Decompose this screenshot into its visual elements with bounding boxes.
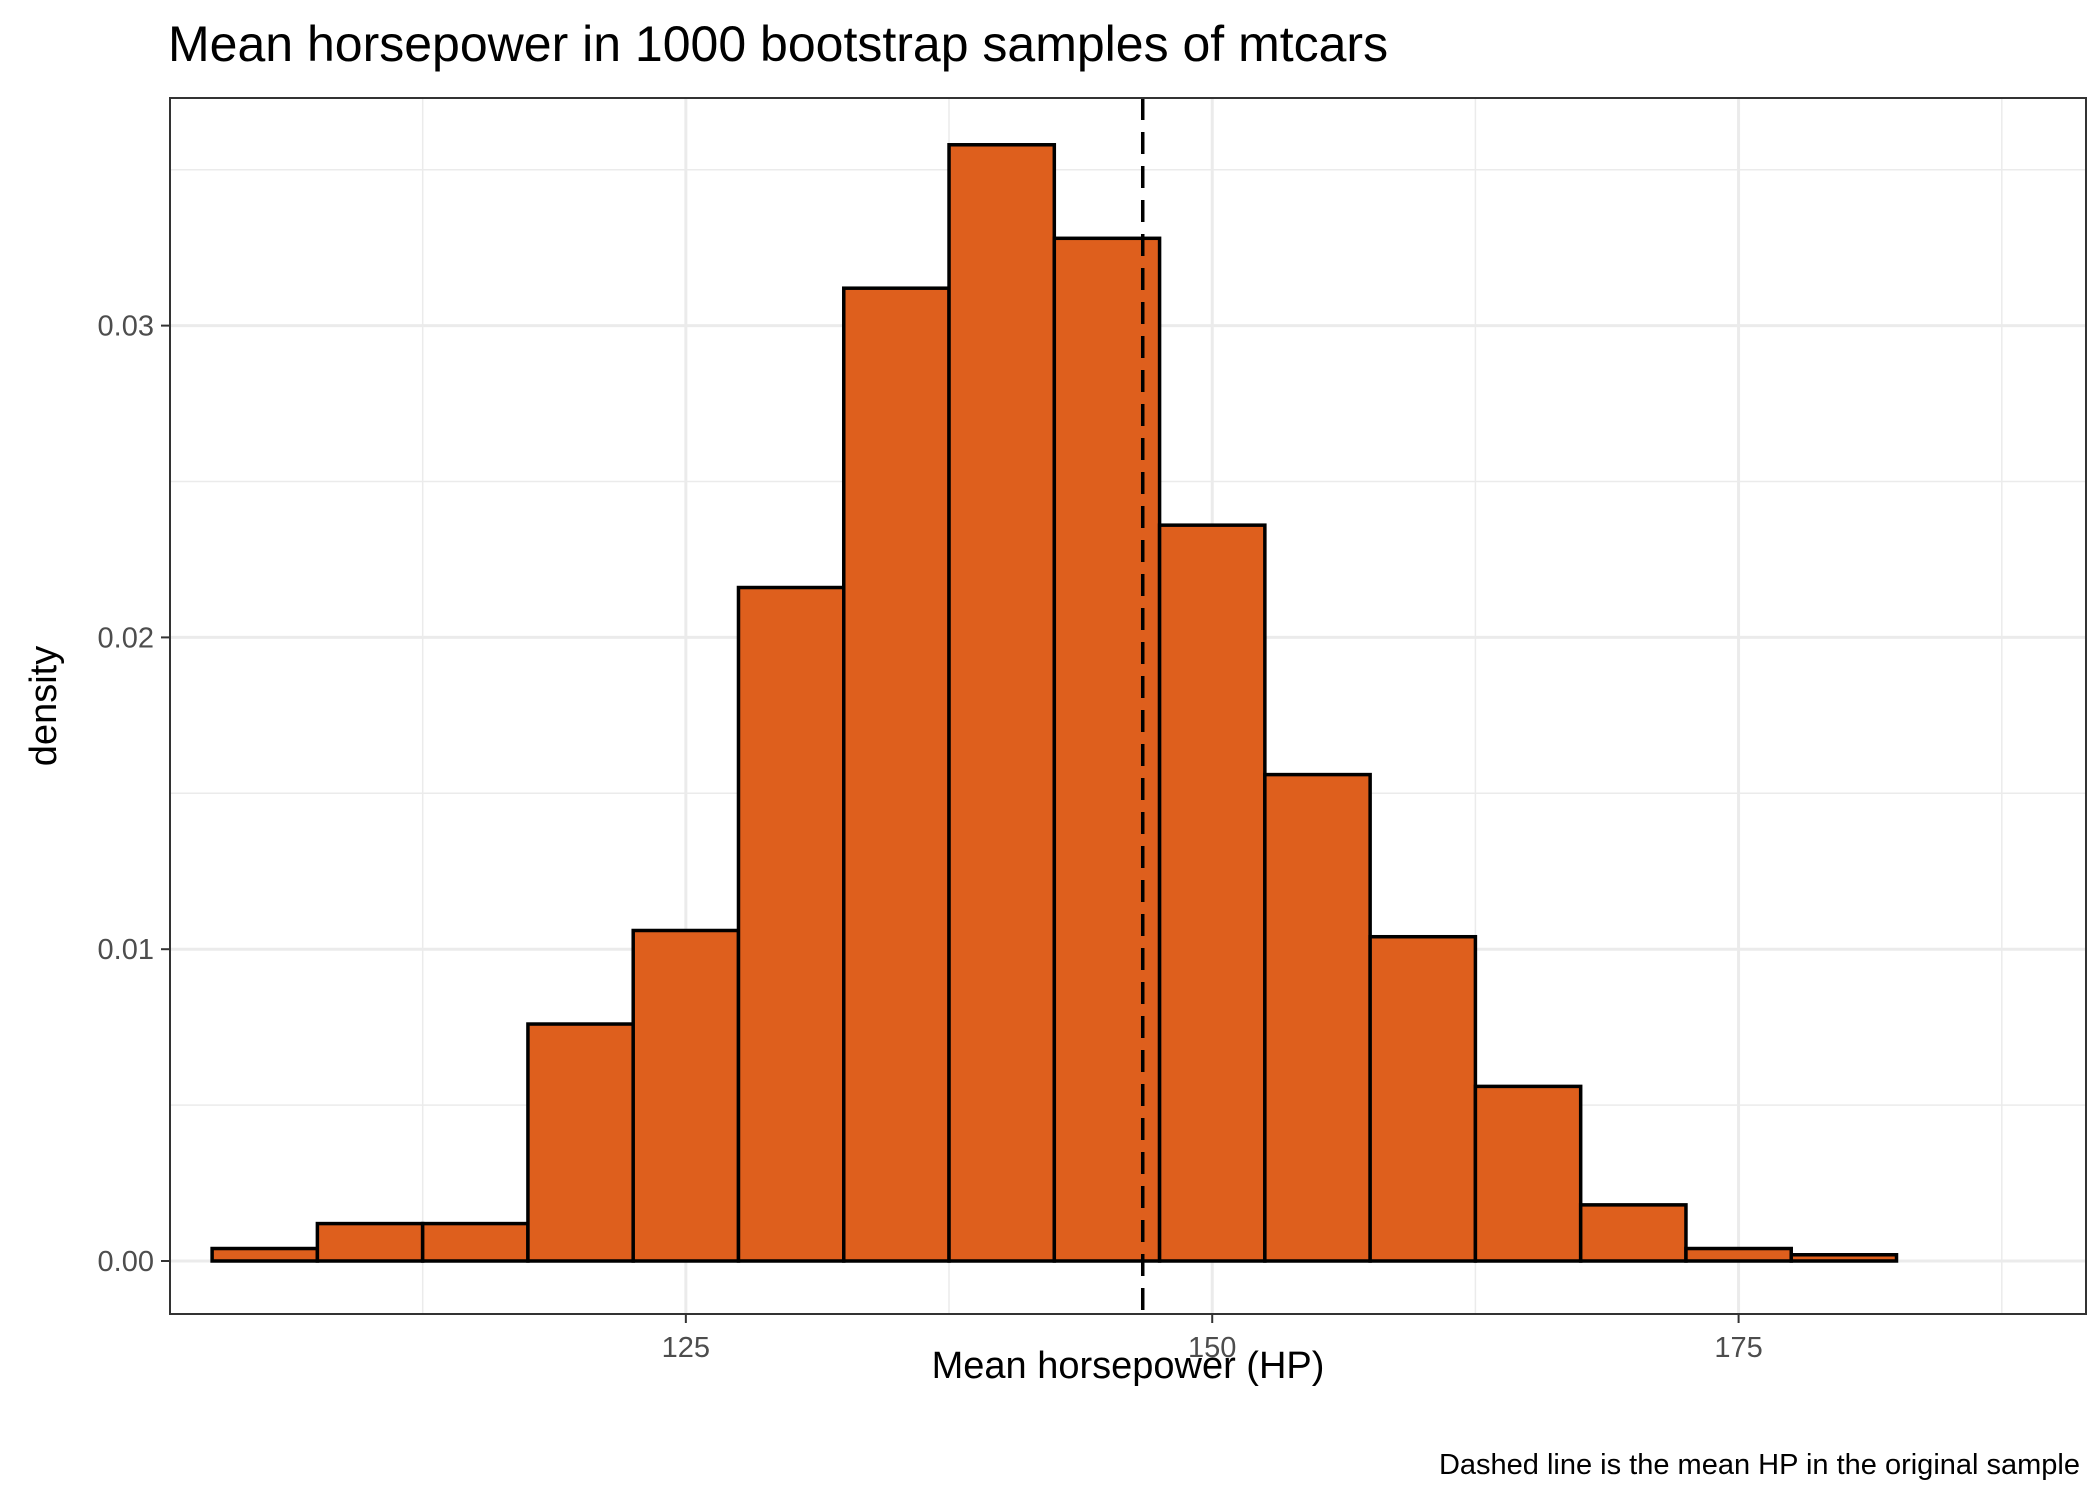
y-tick-label: 0.01 [98,934,154,966]
histogram-bar [842,286,951,1263]
y-tick-label: 0.02 [98,622,154,654]
histogram-bar [631,928,741,1263]
histogram-bar [1368,934,1478,1263]
x-axis-ticks: 125 150 175 [662,1314,1763,1364]
histogram-bar [1157,523,1267,1263]
histogram-bar [1263,772,1372,1263]
histogram-bar [1473,1084,1583,1263]
x-tick-label: 125 [662,1332,710,1364]
histogram-bar [526,1022,635,1263]
histogram-bar [420,1221,530,1263]
histogram-bar [1684,1246,1793,1263]
plot-panel-border [169,97,2087,1315]
chart-title: Mean horsepower in 1000 bootstrap sample… [168,16,1388,72]
histogram-bar [210,1246,320,1263]
y-tick-label: 0.00 [98,1246,154,1278]
x-axis-label: Mean horsepower (HP) [932,1345,1325,1387]
y-axis-ticks: 0.00 0.01 0.02 0.03 [98,311,170,1278]
y-axis-label: density [23,646,65,766]
histogram-bar [736,585,846,1263]
histogram-bar [1789,1253,1899,1263]
histogram-bar [315,1221,425,1263]
histogram-bars [210,143,1899,1263]
x-tick-label: 150 [1188,1332,1236,1364]
y-tick-label: 0.03 [98,311,154,343]
histogram-bar [1578,1203,1688,1263]
chart-caption: Dashed line is the mean HP in the origin… [1439,1449,2080,1481]
x-tick-label: 175 [1714,1332,1762,1364]
histogram-bar [947,143,1057,1263]
